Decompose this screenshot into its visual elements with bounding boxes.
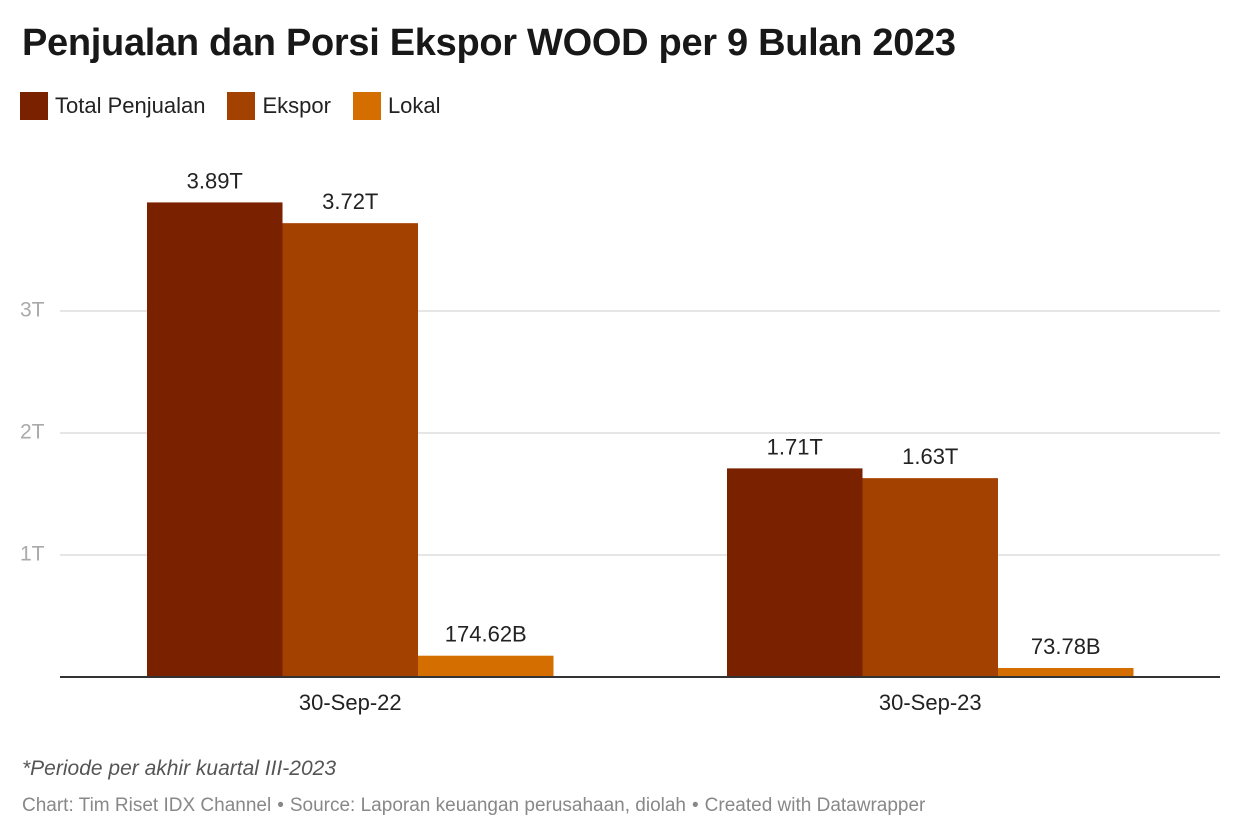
chart-title: Penjualan dan Porsi Ekspor WOOD per 9 Bu… (22, 22, 956, 64)
y-tick-label: 3T (20, 299, 45, 322)
chart-note: *Periode per akhir kuartal III-2023 (22, 757, 337, 780)
bar (862, 478, 998, 677)
legend-label-lokal: Lokal (387, 93, 441, 118)
bar (727, 468, 863, 677)
data-label: 174.62B (445, 622, 527, 647)
legend-item-lokal: Lokal (352, 92, 441, 120)
y-tick-label: 1T (20, 543, 45, 566)
legend: Total Penjualan Ekspor Lokal (20, 92, 463, 120)
legend-label-ekspor: Ekspor (262, 93, 331, 118)
data-label: 3.72T (322, 189, 378, 214)
legend-label-total-penjualan: Total Penjualan (55, 93, 206, 118)
chart-footer: Chart: Tim Riset IDX Channel • Source: Lap… (22, 795, 925, 817)
bar-chart: 1T 2T 3T 3.89T 1.71T 3.72T 1.63T 174.62B 73.78B 3… (20, 168, 1220, 715)
footer-chart-credit: Chart: Tim Riset IDX Channel (22, 795, 272, 816)
footer-created: Created with Datawrapper (704, 795, 926, 816)
data-label: 1.71T (767, 434, 823, 459)
bar (147, 202, 283, 678)
footer-separator: • (277, 795, 284, 816)
legend-swatch-lokal (352, 92, 381, 120)
bar (282, 223, 418, 677)
data-label: 1.63T (902, 444, 958, 469)
data-label: 73.78B (1031, 634, 1101, 659)
bar (998, 667, 1134, 677)
legend-item-ekspor: Ekspor (227, 92, 331, 120)
x-tick-label: 30-Sep-22 (299, 690, 402, 715)
footer-separator: • (692, 795, 699, 816)
data-label: 3.89T (187, 168, 243, 193)
legend-item-total-penjualan: Total Penjualan (20, 92, 205, 120)
legend-swatch-ekspor (227, 92, 256, 120)
bar (418, 655, 554, 677)
legend-swatch-total-penjualan (20, 92, 48, 120)
y-tick-label: 2T (20, 421, 45, 444)
footer-source: Source: Laporan keuangan perusahaan, dio… (289, 795, 687, 816)
x-tick-label: 30-Sep-23 (879, 690, 982, 715)
